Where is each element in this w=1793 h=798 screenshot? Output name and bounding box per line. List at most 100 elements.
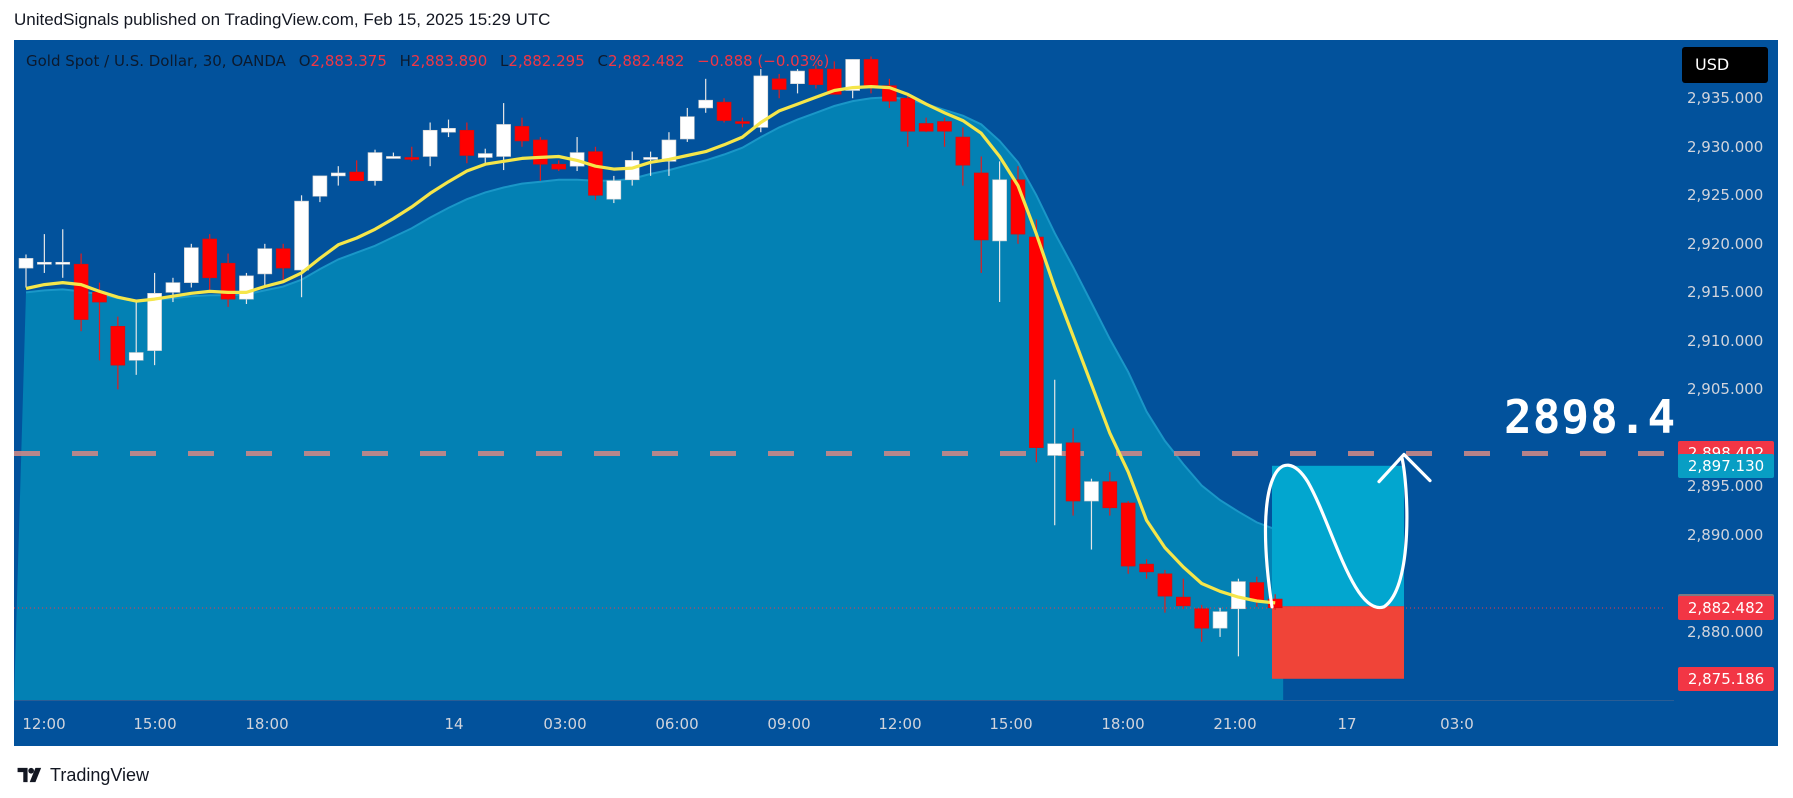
bear-candle [1102, 481, 1118, 509]
bull-candle [330, 172, 346, 177]
bull-candle [441, 128, 456, 133]
price-tick: 2,930.000 [1687, 137, 1764, 156]
bull-candle [753, 75, 769, 128]
tradingview-logo-icon [17, 767, 42, 783]
time-axis[interactable]: 12:00 15:00 18:00 14 03:00 06:00 09:00 12:00 15:… [14, 700, 1674, 747]
bull-candle [1047, 443, 1063, 456]
bear-candle [1065, 442, 1081, 502]
bear-candle [533, 139, 548, 165]
low-label: L [500, 52, 509, 70]
bear-candle [73, 263, 89, 320]
high-value: 2,883.890 [410, 52, 488, 70]
last-price-badge: 2,882.482 [1678, 595, 1774, 620]
fast-ema-line [25, 85, 1276, 605]
bear-candle [110, 326, 126, 366]
bull-candle [239, 275, 254, 300]
time-tick: 17 [1337, 715, 1357, 733]
target-top-badge: 2,897.130 [1678, 453, 1774, 478]
close-value: 2,882.482 [608, 52, 685, 70]
bear-candle [771, 78, 787, 90]
bull-candle [386, 156, 401, 159]
bear-candle [900, 97, 916, 132]
symbol-name[interactable]: Gold Spot / U.S. Dollar, 30, OANDA [26, 52, 286, 70]
chart-pane[interactable]: Gold Spot / U.S. Dollar, 30, OANDA O2,88… [14, 40, 1677, 700]
bull-candle [790, 70, 805, 84]
publish-header: UnitedSignals published on TradingView.c… [14, 10, 551, 29]
currency-button[interactable]: USD [1682, 47, 1768, 83]
price-tick: 2,915.000 [1687, 283, 1764, 302]
time-tick: 15:00 [133, 715, 177, 733]
bull-candle [294, 200, 309, 271]
bull-candle [312, 175, 328, 197]
bull-candle [367, 152, 383, 182]
price-tick: 2,890.000 [1687, 526, 1764, 544]
time-tick: 12:00 [878, 715, 922, 733]
bear-candle [826, 68, 842, 95]
bear-candle [1249, 582, 1265, 602]
stop-badge: 2,875.186 [1678, 666, 1774, 691]
target-annotation-text[interactable]: 2898.4 [1504, 390, 1677, 444]
time-tick: 21:00 [1213, 715, 1257, 733]
bear-candle [735, 121, 750, 124]
tradingview-brand: TradingView [50, 764, 150, 785]
bull-candle [624, 160, 640, 181]
bull-candle [477, 153, 493, 158]
bear-candle [202, 238, 217, 279]
price-chart[interactable] [14, 40, 1674, 700]
up-arrow-annotation [1377, 452, 1432, 484]
footer: TradingView [14, 762, 149, 788]
bear-candle [918, 123, 934, 132]
price-axis[interactable]: 2,935.000 2,930.000 2,925.000 2,920.000 2,91… [1677, 40, 1778, 700]
time-tick: 03:0 [1440, 715, 1474, 733]
ema-cloud-area [14, 97, 1284, 700]
low-value: 2,882.295 [508, 52, 585, 70]
bull-candle [422, 129, 438, 157]
bear-candle [514, 126, 530, 142]
bull-candle [698, 99, 713, 109]
bull-candle [55, 261, 71, 265]
price-tick: 2,895.000 [1687, 477, 1764, 496]
ohlc-legend: Gold Spot / U.S. Dollar, 30, OANDA O2,88… [26, 52, 837, 70]
price-tick: 2,905.000 [1687, 380, 1764, 399]
bear-candle [1120, 502, 1136, 567]
bear-candle [863, 59, 879, 87]
bull-candle [680, 116, 695, 140]
wave-annotation [1263, 456, 1409, 610]
bear-candle [275, 248, 291, 269]
bull-candle [18, 258, 34, 269]
bear-candle [1029, 236, 1044, 448]
bull-candle [128, 352, 144, 361]
time-tick: 09:00 [767, 715, 811, 733]
bull-candle [165, 282, 181, 293]
bear-candle [404, 157, 420, 160]
stop-zone-box [1272, 606, 1404, 679]
bear-candle [349, 171, 364, 182]
bear-candle [220, 262, 236, 300]
price-tick: 2,920.000 [1687, 234, 1764, 253]
bear-candle [459, 129, 475, 156]
time-tick: 06:00 [655, 715, 699, 733]
bear-candle [937, 121, 952, 132]
target-zone-box [1272, 465, 1404, 607]
bear-candle [716, 101, 732, 121]
bull-candle [37, 261, 52, 265]
time-tick: 14 [444, 715, 464, 733]
bull-candle [496, 124, 511, 157]
chart-frame: Gold Spot / U.S. Dollar, 30, OANDA O2,88… [14, 40, 1778, 746]
price-tick: 2,910.000 [1687, 331, 1764, 350]
bull-candle [606, 180, 622, 200]
time-tick: 12:00 [22, 715, 66, 733]
close-label: C [597, 52, 609, 70]
bear-candle [973, 172, 989, 241]
bear-candle [1194, 608, 1209, 629]
bull-candle [845, 59, 860, 91]
time-tick: 18:00 [1101, 715, 1145, 733]
price-tick: 2,935.000 [1687, 89, 1764, 108]
bear-candle [1139, 563, 1154, 573]
bull-candle [1084, 481, 1099, 502]
bull-candle [257, 248, 273, 275]
bear-candle [551, 163, 567, 170]
bear-candle [588, 151, 603, 196]
bull-candle [992, 179, 1007, 242]
